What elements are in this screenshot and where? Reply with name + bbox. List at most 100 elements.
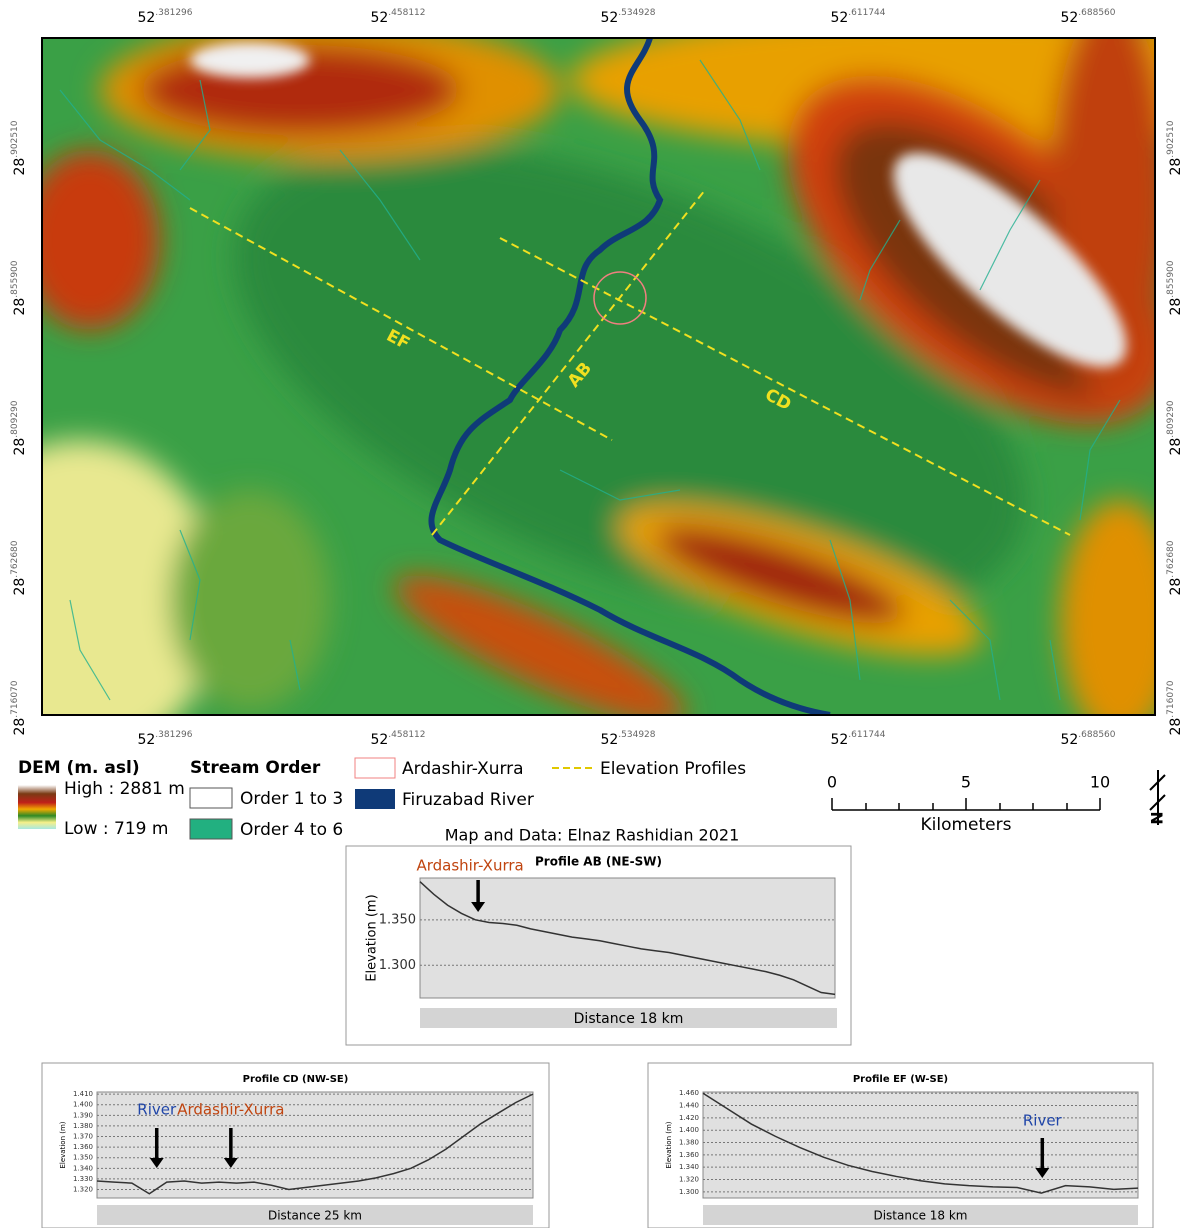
coordinate-label: 52.458112 — [370, 8, 425, 27]
coordinate-label: 52.688560 — [1060, 8, 1115, 27]
coordinate-fraction: .458112 — [388, 730, 425, 740]
coordinate-label: 28.716070 — [10, 680, 29, 735]
coordinate-degree: 28 — [12, 578, 28, 596]
y-tick-label: 1.420 — [679, 1114, 699, 1122]
coordinate-degree: 28 — [1168, 158, 1184, 176]
coordinate-label: 28.762680 — [1166, 540, 1185, 595]
legend-swatch — [189, 818, 233, 840]
y-tick-label: 1.460 — [679, 1089, 699, 1097]
y-tick-label: 1.320 — [679, 1176, 699, 1184]
coordinate-fraction: .809290 — [1166, 400, 1176, 437]
coordinate-fraction: .688560 — [1078, 8, 1115, 18]
coordinate-fraction: .716070 — [1166, 680, 1176, 717]
coordinate-label: 28.716070 — [1166, 680, 1185, 735]
coordinate-degree: 28 — [12, 438, 28, 456]
y-tick-label: 1.380 — [679, 1139, 699, 1147]
coordinate-degree: 52 — [600, 10, 618, 26]
coordinate-fraction: .716070 — [10, 680, 20, 717]
legend-label: Low : 719 m — [64, 819, 168, 839]
coordinate-label: 52.611744 — [830, 8, 885, 27]
profile-line — [702, 1092, 1139, 1194]
scale-bar — [831, 798, 1101, 811]
x-axis-bar — [420, 1008, 837, 1028]
annotation: Ardashir-Xurra — [416, 857, 523, 875]
coordinate-degree: 52 — [137, 10, 155, 26]
coordinate-label: 52.534928 — [600, 8, 655, 27]
y-axis-label: Elevation (m) — [365, 894, 380, 981]
scale-label: 5 — [961, 773, 971, 792]
legend-label: Elevation Profiles — [600, 759, 746, 779]
coordinate-label: 28.902510 — [10, 120, 29, 175]
chart-title: Profile CD (NW-SE) — [243, 1074, 349, 1085]
y-tick-label: 1.400 — [73, 1101, 93, 1109]
coordinate-degree: 28 — [1168, 578, 1184, 596]
y-tick-label: 1.390 — [73, 1111, 93, 1119]
coordinate-fraction: .534928 — [618, 730, 655, 740]
coordinate-fraction: .688560 — [1078, 730, 1115, 740]
coordinate-label: 28.855900 — [1166, 260, 1185, 315]
profile-line — [96, 1093, 534, 1195]
legend-label: Order 1 to 3 — [240, 789, 343, 809]
plot-area — [96, 1091, 534, 1199]
coordinate-degree: 28 — [1168, 298, 1184, 316]
annotation-arrowhead — [223, 1158, 238, 1168]
y-tick-label: 1.360 — [73, 1143, 93, 1151]
legend-swatch — [355, 789, 395, 809]
coordinate-label: 52.381296 — [137, 8, 192, 27]
coordinate-label: 52.381296 — [137, 730, 192, 749]
chart-title: Profile EF (W-SE) — [853, 1074, 948, 1085]
coordinate-fraction: .534928 — [618, 8, 655, 18]
coordinate-fraction: .902510 — [1166, 120, 1176, 157]
y-tick-label: 1.400 — [679, 1126, 699, 1134]
coordinate-fraction: .611744 — [848, 730, 885, 740]
coordinate-label: 28.855900 — [10, 260, 29, 315]
x-axis-label: Distance 25 km — [268, 1209, 362, 1223]
y-axis-label: Elevation (m) — [665, 1121, 673, 1168]
y-tick-label: 1.320 — [73, 1186, 93, 1194]
legend-label: Order 4 to 6 — [240, 820, 343, 840]
north-arrow — [1149, 770, 1166, 825]
legend-title: Stream Order — [190, 758, 321, 778]
annotation-arrowhead — [471, 902, 486, 912]
chart-title: Profile AB (NE-SW) — [535, 855, 662, 869]
legend-label: Ardashir-Xurra — [402, 759, 524, 779]
coordinate-label: 52.688560 — [1060, 730, 1115, 749]
coordinate-fraction: .762680 — [1166, 540, 1176, 577]
y-tick-label: 1.340 — [679, 1163, 699, 1171]
plot-area — [419, 877, 836, 999]
x-axis-label: Distance 18 km — [873, 1209, 967, 1223]
coordinate-degree: 52 — [830, 732, 848, 748]
coordinate-label: 52.534928 — [600, 730, 655, 749]
y-tick-label: 1.330 — [73, 1175, 93, 1183]
coordinate-degree: 28 — [1168, 718, 1184, 736]
coordinate-degree: 52 — [1060, 732, 1078, 748]
coordinate-degree: 52 — [1060, 10, 1078, 26]
coordinate-fraction: .762680 — [10, 540, 20, 577]
y-tick-label: 1.440 — [679, 1102, 699, 1110]
coordinate-fraction: .458112 — [388, 8, 425, 18]
y-tick-label: 1.360 — [679, 1151, 699, 1159]
coordinate-label: 28.902510 — [1166, 120, 1185, 175]
coordinate-fraction: .611744 — [848, 8, 885, 18]
y-tick-label: 1.300 — [379, 958, 416, 973]
coordinate-degree: 28 — [12, 158, 28, 176]
north-label: N — [1148, 811, 1167, 824]
coordinate-label: 52.611744 — [830, 730, 885, 749]
coordinate-degree: 28 — [12, 298, 28, 316]
annotation: River — [137, 1101, 177, 1119]
annotation-arrowhead — [1035, 1168, 1050, 1178]
y-axis-label: Elevation (m) — [59, 1121, 67, 1168]
annotation-arrowhead — [149, 1158, 164, 1168]
coordinate-fraction: .902510 — [10, 120, 20, 157]
coordinate-degree: 52 — [370, 732, 388, 748]
y-tick-label: 1.300 — [679, 1188, 699, 1196]
scale-label: 10 — [1090, 773, 1110, 792]
coordinate-label: 28.762680 — [10, 540, 29, 595]
credit: Map and Data: Elnaz Rashidian 2021 — [445, 826, 740, 845]
coordinate-label: 28.809290 — [1166, 400, 1185, 455]
legend-swatch — [189, 787, 233, 809]
coordinate-fraction: .855900 — [10, 260, 20, 297]
y-tick-label: 1.380 — [73, 1122, 93, 1130]
dem-map — [42, 38, 1155, 715]
